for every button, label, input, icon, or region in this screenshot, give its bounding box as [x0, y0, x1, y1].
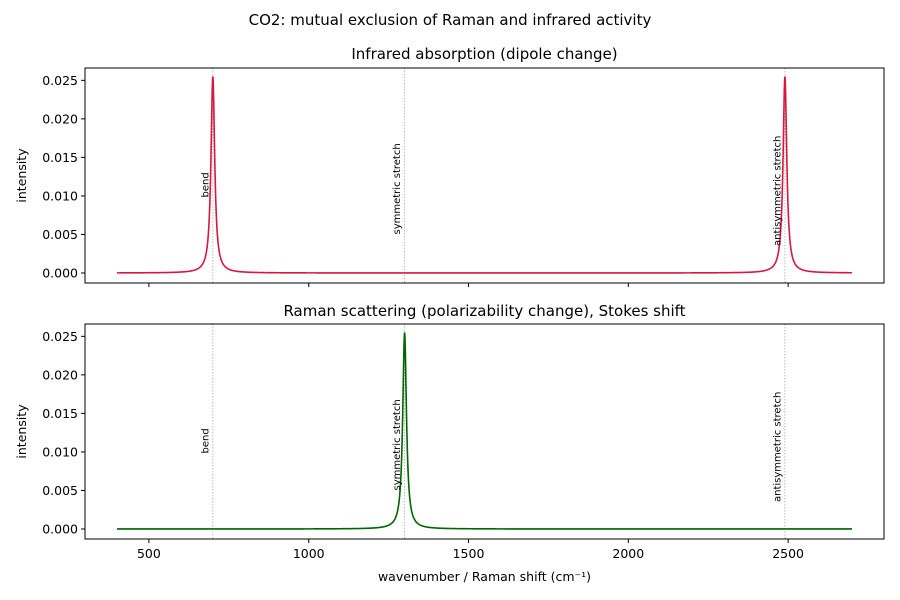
infrared-spectrum-line	[116, 76, 853, 274]
infrared-y-tick-label-4: 0.020	[42, 111, 78, 126]
raman-y-tick-label-1: 0.005	[42, 483, 78, 498]
raman-y-tick-label-5: 0.025	[42, 329, 78, 344]
infrared-panel: Infrared absorption (dipole change) inte…	[14, 45, 885, 287]
infrared-mode-annotation-1: symmetric stretch	[392, 143, 403, 234]
raman-x-tick-label-4: 2500	[772, 546, 804, 561]
infrared-y-tick-label-3: 0.015	[42, 150, 78, 165]
infrared-y-tick-label-2: 0.010	[42, 188, 78, 203]
raman-x-tick-label-0: 500	[137, 546, 161, 561]
x-axis-label: wavenumber / Raman shift (cm⁻¹)	[378, 569, 591, 584]
raman-x-tick-label-1: 1000	[293, 546, 325, 561]
raman-mode-annotation-0: bend	[200, 428, 211, 453]
infrared-panel-title: Infrared absorption (dipole change)	[351, 45, 617, 63]
infrared-mode-annotation-0: bend	[200, 172, 211, 197]
infrared-y-tick-label-0: 0.000	[42, 265, 78, 280]
raman-y-tick-label-3: 0.015	[42, 406, 78, 421]
infrared-axes-frame	[84, 67, 885, 284]
raman-y-tick-label-0: 0.000	[42, 521, 78, 536]
infrared-y-axis-label: intensity	[14, 148, 29, 203]
raman-y-axis-label: intensity	[14, 404, 29, 459]
infrared-mode-annotation-2: antisymmetric stretch	[772, 136, 783, 246]
infrared-y-tick-label-1: 0.005	[42, 227, 78, 242]
raman-y-tick-label-2: 0.010	[42, 444, 78, 459]
raman-y-tick-label-4: 0.020	[42, 367, 78, 382]
raman-mode-annotation-1: symmetric stretch	[392, 399, 403, 490]
infrared-y-tick-label-5: 0.025	[42, 73, 78, 88]
figure-title: CO2: mutual exclusion of Raman and infra…	[249, 11, 652, 29]
raman-axes-frame	[84, 323, 885, 540]
raman-panel-title: Raman scattering (polarizability change)…	[283, 302, 685, 320]
raman-x-tick-label-2: 1500	[453, 546, 485, 561]
raman-x-tick-label-3: 2000	[612, 546, 644, 561]
raman-spectrum-line	[116, 332, 853, 530]
raman-mode-annotation-2: antisymmetric stretch	[772, 392, 783, 502]
raman-panel: Raman scattering (polarizability change)…	[14, 302, 885, 561]
